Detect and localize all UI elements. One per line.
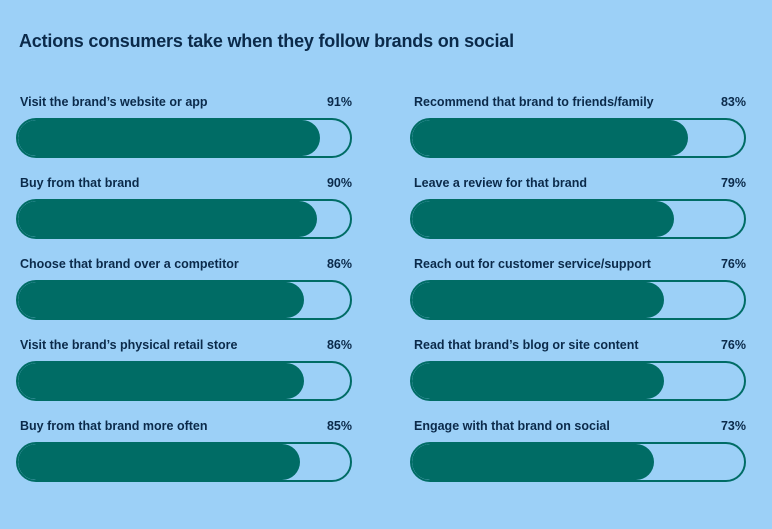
bar-track [16,118,352,158]
bar-header: Buy from that brand 90% [16,176,352,198]
bar-item: Recommend that brand to friends/family 83… [410,95,746,176]
bar-header: Visit the brand’s physical retail store 8… [16,338,352,360]
bar-track [410,118,746,158]
bar-label: Choose that brand over a competitor [20,257,239,271]
bar-track [410,361,746,401]
bar-header: Recommend that brand to friends/family 83… [410,95,746,117]
bar-value-label: 91% [326,95,352,109]
bar-fill [412,444,655,480]
bar-item: Reach out for customer service/support 76… [410,257,746,338]
bar-label: Visit the brand’s website or app [20,95,208,109]
bar-header: Visit the brand’s website or app 91% [16,95,352,117]
bar-fill [412,282,665,318]
bar-column-right: Recommend that brand to friends/family 83… [410,95,746,500]
bar-label: Reach out for customer service/support [414,257,651,271]
bar-column-left: Visit the brand’s website or app 91% Buy f… [16,95,352,500]
bar-item: Buy from that brand more often 85% [16,419,352,500]
bar-item: Engage with that brand on social 73% [410,419,746,500]
bar-header: Reach out for customer service/support 76… [410,257,746,279]
bar-label: Buy from that brand [20,176,140,190]
bar-header: Buy from that brand more often 85% [16,419,352,441]
bar-track [410,442,746,482]
bar-value-label: 90% [326,176,352,190]
bar-label: Buy from that brand more often [20,419,208,433]
bar-fill [18,444,301,480]
bar-item: Visit the brand’s physical retail store 8… [16,338,352,419]
bar-item: Read that brand’s blog or site content 76… [410,338,746,419]
bar-fill [412,363,665,399]
bar-item: Leave a review for that brand 79% [410,176,746,257]
bar-fill [18,363,304,399]
bar-fill [18,201,317,237]
bar-fill [412,201,675,237]
bar-header: Leave a review for that brand 79% [410,176,746,198]
chart-title: Actions consumers take when they follow … [19,31,514,51]
bar-value-label: 76% [720,257,746,271]
bar-track [16,361,352,401]
bar-label: Leave a review for that brand [414,176,587,190]
bar-value-label: 85% [326,419,352,433]
bar-fill [18,282,304,318]
bar-label: Visit the brand’s physical retail store [20,338,238,352]
bar-value-label: 79% [720,176,746,190]
bar-label: Read that brand’s blog or site content [414,338,639,352]
bar-label: Engage with that brand on social [414,419,610,433]
bar-track [16,280,352,320]
bar-header: Read that brand’s blog or site content 76… [410,338,746,360]
bar-header: Engage with that brand on social 73% [410,419,746,441]
bar-item: Buy from that brand 90% [16,176,352,257]
bar-track [410,280,746,320]
bar-item: Choose that brand over a competitor 86% [16,257,352,338]
bar-value-label: 86% [326,338,352,352]
bar-value-label: 73% [720,419,746,433]
bar-value-label: 76% [720,338,746,352]
bar-header: Choose that brand over a competitor 86% [16,257,352,279]
bar-fill [412,120,688,156]
bar-track [16,199,352,239]
bar-fill [18,120,321,156]
bar-item: Visit the brand’s website or app 91% [16,95,352,176]
bar-value-label: 86% [326,257,352,271]
bar-label: Recommend that brand to friends/family [414,95,654,109]
bar-track [16,442,352,482]
bar-value-label: 83% [720,95,746,109]
bar-track [410,199,746,239]
